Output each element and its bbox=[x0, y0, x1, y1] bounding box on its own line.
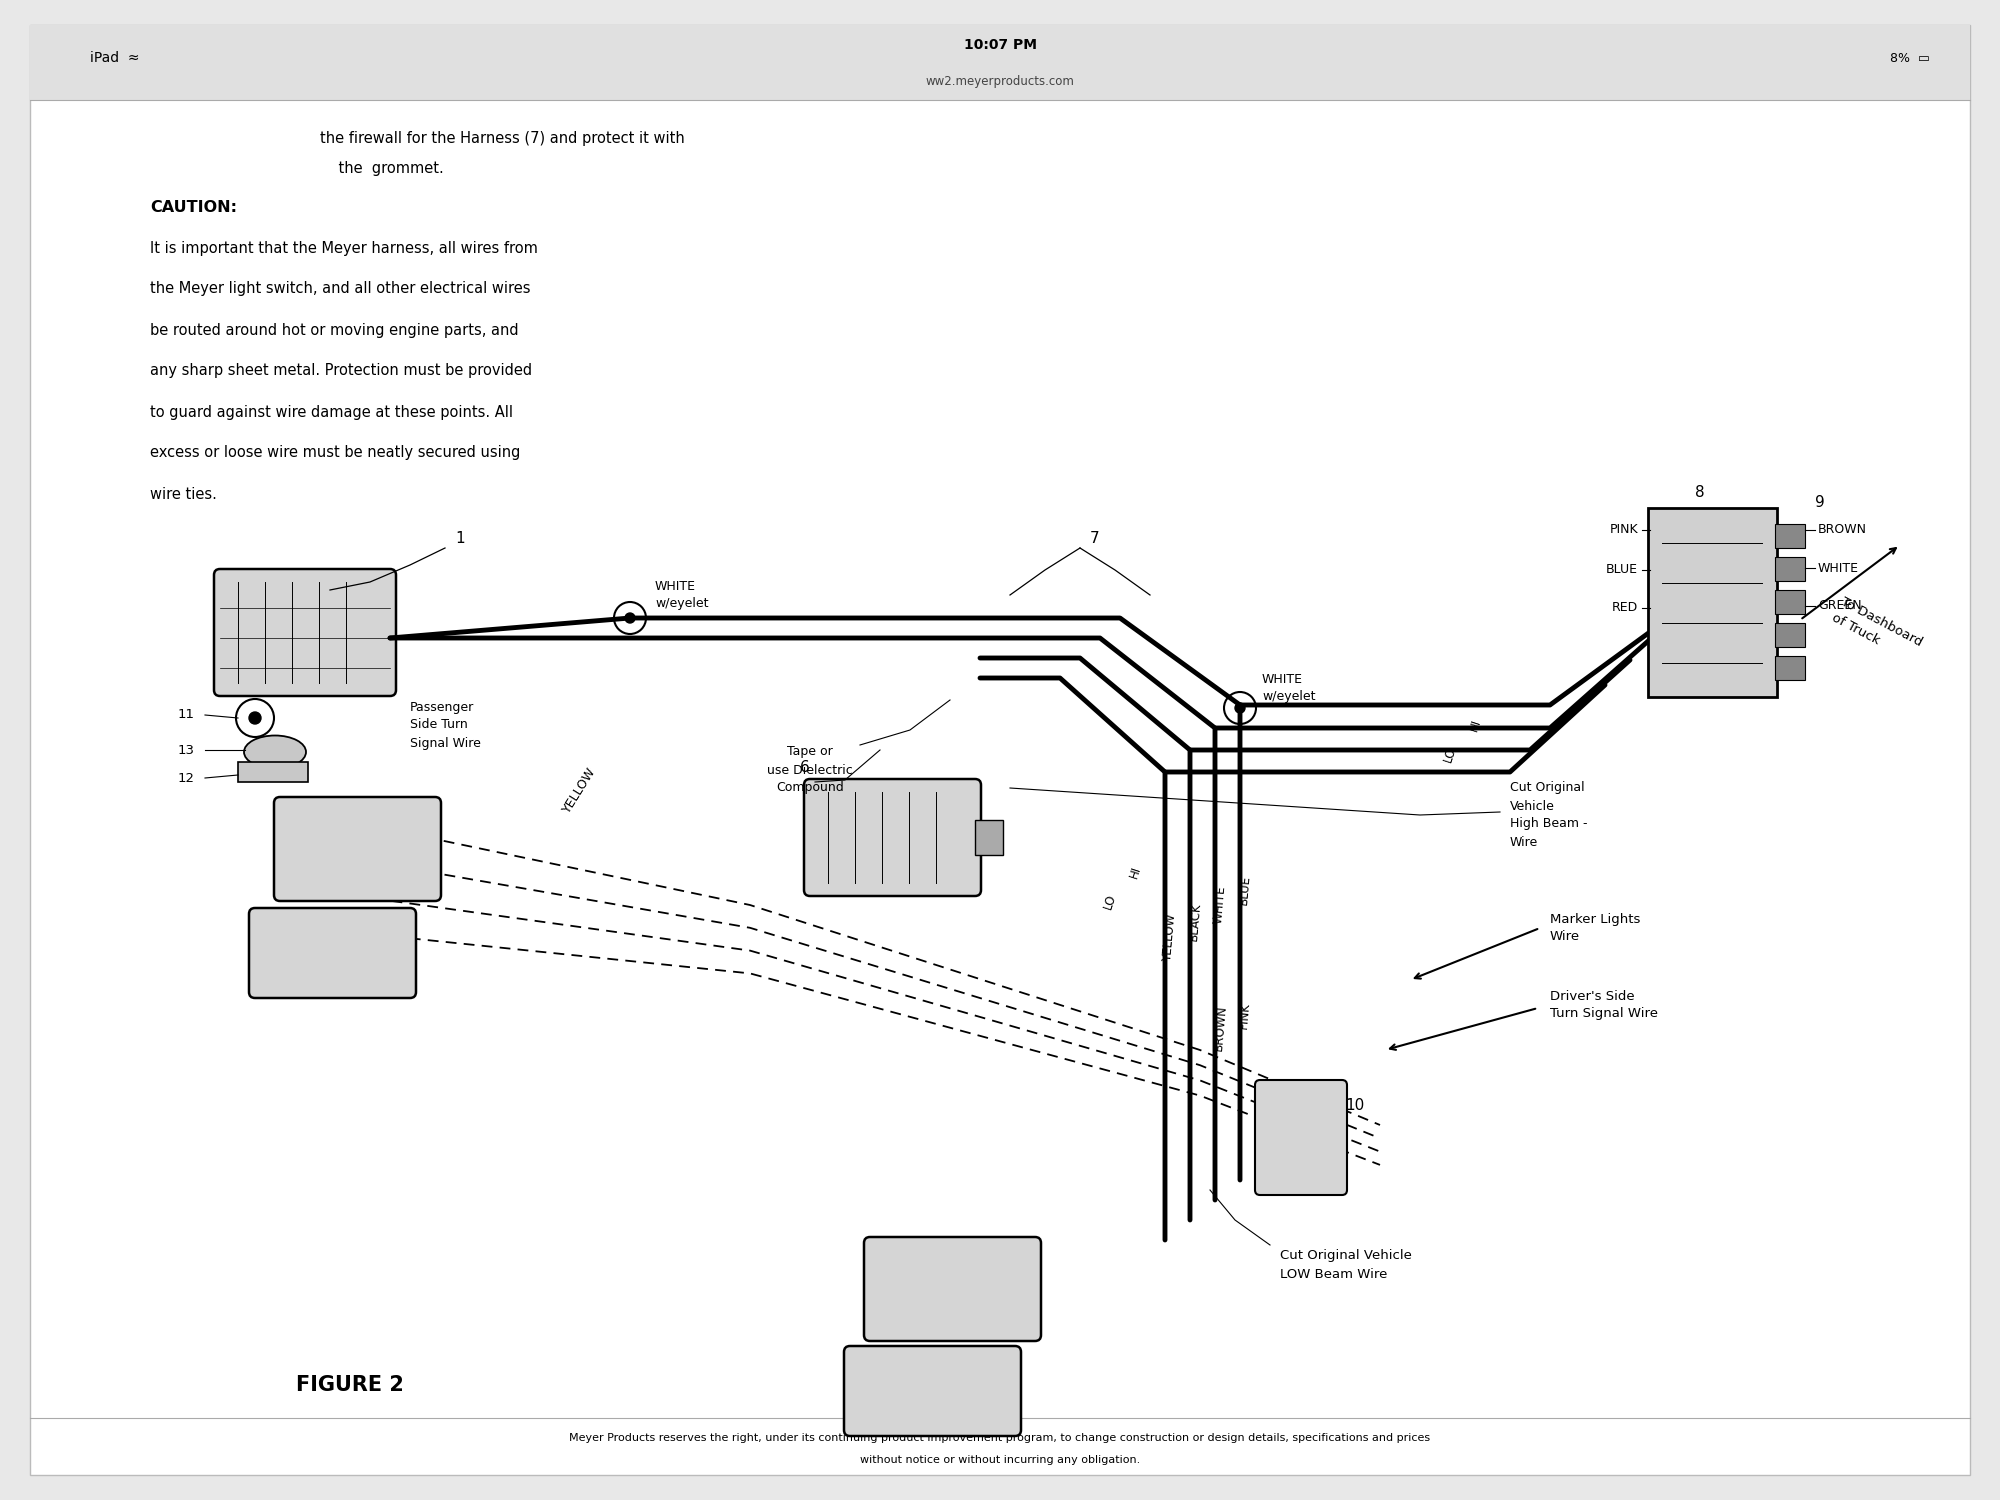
Circle shape bbox=[624, 614, 636, 622]
Text: LO: LO bbox=[1102, 892, 1118, 912]
Text: HI: HI bbox=[1466, 717, 1484, 734]
Text: BLACK: BLACK bbox=[1186, 903, 1204, 942]
Text: BROWN: BROWN bbox=[1818, 524, 1868, 537]
Text: 13: 13 bbox=[178, 744, 196, 756]
Text: 1: 1 bbox=[456, 531, 464, 546]
Text: iPad  ≈: iPad ≈ bbox=[90, 51, 140, 64]
Text: 8%  ▭: 8% ▭ bbox=[1890, 51, 1930, 64]
Text: WHITE: WHITE bbox=[1818, 561, 1860, 574]
FancyBboxPatch shape bbox=[248, 908, 416, 998]
Circle shape bbox=[1236, 704, 1244, 712]
Text: RED: RED bbox=[1612, 602, 1638, 615]
Text: wire ties.: wire ties. bbox=[150, 486, 216, 501]
Circle shape bbox=[248, 712, 260, 724]
FancyBboxPatch shape bbox=[1256, 1080, 1348, 1196]
FancyBboxPatch shape bbox=[1648, 509, 1778, 698]
Text: Cut Original Vehicle
LOW Beam Wire: Cut Original Vehicle LOW Beam Wire bbox=[1280, 1250, 1412, 1281]
Text: any sharp sheet metal. Protection must be provided: any sharp sheet metal. Protection must b… bbox=[150, 363, 532, 378]
Text: BLUE: BLUE bbox=[1606, 564, 1638, 576]
Bar bbox=[1776, 524, 1804, 548]
FancyBboxPatch shape bbox=[844, 1346, 1020, 1436]
FancyBboxPatch shape bbox=[274, 796, 440, 901]
Bar bbox=[1776, 556, 1804, 580]
Text: BLUE: BLUE bbox=[1238, 874, 1252, 906]
Text: Cut Original
Vehicle
High Beam -
Wire: Cut Original Vehicle High Beam - Wire bbox=[1510, 782, 1588, 849]
Text: PINK: PINK bbox=[1610, 524, 1638, 537]
Text: BROWN: BROWN bbox=[1212, 1005, 1228, 1052]
Ellipse shape bbox=[244, 735, 306, 768]
Text: YELLOW: YELLOW bbox=[1162, 914, 1178, 963]
Text: be routed around hot or moving engine parts, and: be routed around hot or moving engine pa… bbox=[150, 322, 518, 338]
Text: 7: 7 bbox=[1090, 531, 1100, 546]
Text: CAUTION:: CAUTION: bbox=[150, 201, 238, 216]
Text: Passenger
Side Turn
Signal Wire: Passenger Side Turn Signal Wire bbox=[410, 700, 480, 750]
Text: Tape or
use Dielectric
Compound: Tape or use Dielectric Compound bbox=[768, 746, 852, 795]
FancyBboxPatch shape bbox=[864, 1238, 1040, 1341]
Text: WHITE: WHITE bbox=[1212, 885, 1228, 924]
Text: 10:07 PM: 10:07 PM bbox=[964, 38, 1036, 52]
Text: FIGURE 2: FIGURE 2 bbox=[296, 1376, 404, 1395]
FancyBboxPatch shape bbox=[804, 778, 980, 896]
Text: It is important that the Meyer harness, all wires from: It is important that the Meyer harness, … bbox=[150, 240, 538, 255]
Text: Driver's Side
Turn Signal Wire: Driver's Side Turn Signal Wire bbox=[1550, 990, 1658, 1020]
Text: to guard against wire damage at these points. All: to guard against wire damage at these po… bbox=[150, 405, 512, 420]
Text: WHITE
w/eyelet: WHITE w/eyelet bbox=[1262, 674, 1316, 704]
Bar bbox=[1776, 656, 1804, 680]
Text: 11: 11 bbox=[178, 708, 196, 722]
FancyBboxPatch shape bbox=[214, 568, 396, 696]
Text: YELLOW: YELLOW bbox=[560, 765, 600, 814]
Bar bbox=[976, 821, 1002, 855]
Text: To Dashboard
of Truck: To Dashboard of Truck bbox=[1830, 596, 1924, 664]
Text: 12: 12 bbox=[178, 771, 196, 784]
Text: WHITE
w/eyelet: WHITE w/eyelet bbox=[656, 580, 708, 610]
Text: 6: 6 bbox=[800, 760, 810, 776]
Bar bbox=[1776, 622, 1804, 646]
Text: Marker Lights
Wire: Marker Lights Wire bbox=[1550, 912, 1640, 944]
Text: HI: HI bbox=[1126, 864, 1144, 880]
Text: GREEN: GREEN bbox=[1818, 600, 1862, 612]
Text: 9: 9 bbox=[1814, 495, 1824, 510]
Text: LO: LO bbox=[1442, 746, 1458, 765]
Bar bbox=[1776, 590, 1804, 613]
Text: the  grommet.: the grommet. bbox=[320, 160, 444, 176]
Text: the firewall for the Harness (7) and protect it with: the firewall for the Harness (7) and pro… bbox=[320, 130, 684, 146]
Bar bbox=[238, 762, 308, 782]
Text: 8: 8 bbox=[1696, 484, 1704, 500]
Text: 10: 10 bbox=[1344, 1098, 1364, 1113]
Text: without notice or without incurring any obligation.: without notice or without incurring any … bbox=[860, 1455, 1140, 1466]
Text: Meyer Products reserves the right, under its continuing product improvement prog: Meyer Products reserves the right, under… bbox=[570, 1432, 1430, 1443]
Text: excess or loose wire must be neatly secured using: excess or loose wire must be neatly secu… bbox=[150, 446, 520, 460]
Text: PINK: PINK bbox=[1238, 1000, 1252, 1029]
Text: ww2.meyerproducts.com: ww2.meyerproducts.com bbox=[926, 75, 1074, 88]
Text: the Meyer light switch, and all other electrical wires: the Meyer light switch, and all other el… bbox=[150, 282, 530, 297]
Bar bbox=[30, 26, 1970, 100]
